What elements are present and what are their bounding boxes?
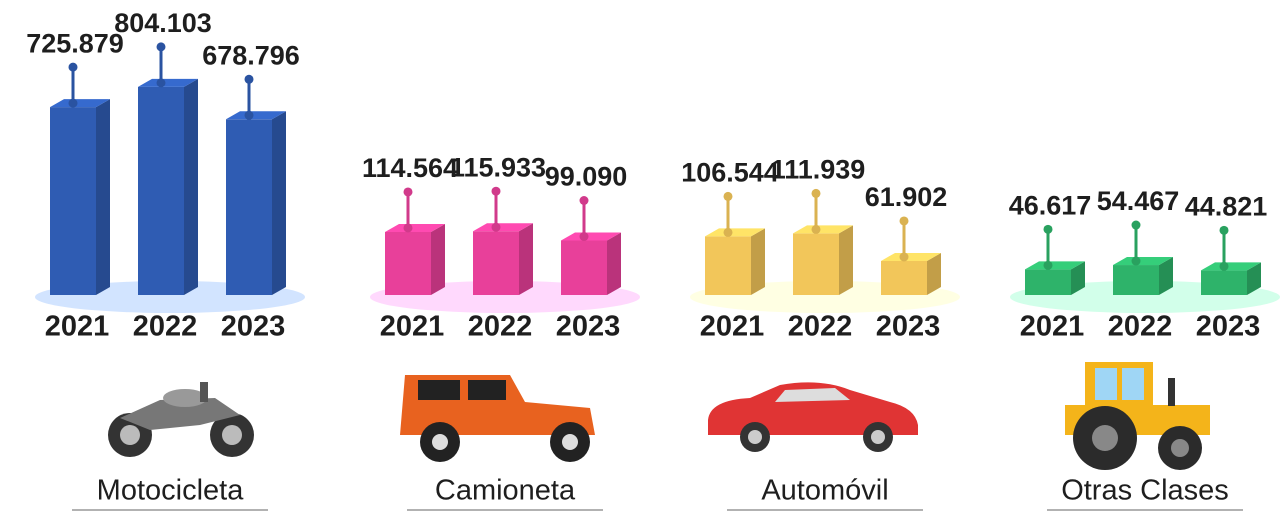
bar-side [1247,262,1261,295]
pin-dot [723,227,733,237]
bar-side [519,223,533,295]
bar-top [793,225,853,234]
bar-side [431,223,445,295]
pin-dot [491,222,501,232]
bar-top [1113,257,1173,266]
bar [50,107,96,296]
value-label: 46.617 [1009,190,1092,220]
bar-top [473,223,533,232]
bar-side [1071,261,1085,295]
value-label: 115.933 [450,152,546,182]
bar [226,119,272,296]
pin-dot [156,78,166,88]
x-tick-label: 2023 [556,311,621,343]
bar-top [50,99,110,108]
bar-top [138,78,198,87]
pin-dot [68,62,78,72]
motorcycle-icon [108,382,254,457]
bar-side [607,232,621,295]
pin-dot [403,223,413,233]
x-tick-label: 2023 [876,311,941,343]
x-tick-label: 2021 [380,311,445,343]
bar-top [881,252,941,261]
value-label: 99.090 [545,162,628,192]
pin-dot [1219,261,1229,271]
bar-side [927,252,941,295]
value-label: 106.544 [681,158,779,188]
value-label: 54.467 [1097,186,1180,216]
bar-top [385,223,445,232]
pin-dot [491,186,501,196]
bar [385,231,431,295]
category-title: Camioneta [435,475,576,507]
category-title: Automóvil [761,475,888,507]
pin-dot [899,216,909,226]
bar [561,240,607,295]
bar-side [839,225,853,295]
pin-dot [244,74,254,84]
car-icon [708,382,918,452]
pin-dot [811,188,821,198]
value-label: 725.879 [26,28,124,58]
bar [1025,269,1071,295]
x-tick-label: 2021 [1020,311,1085,343]
x-tick-label: 2022 [133,311,198,343]
x-tick-label: 2022 [788,311,853,343]
bar-side [184,78,198,295]
pin-dot [156,42,166,52]
bar [881,260,927,295]
x-tick-label: 2022 [1108,311,1173,343]
pin-dot [68,98,78,108]
value-label: 61.902 [865,182,948,212]
pin-dot [1131,220,1141,230]
bar-top [226,111,286,120]
value-label: 804.103 [114,8,212,38]
bar [1113,265,1159,295]
x-tick-label: 2023 [221,311,286,343]
bar-side [1159,257,1173,295]
pin-dot [899,252,909,262]
bar [473,231,519,295]
bar-side [272,111,286,296]
tractor-icon [1065,362,1210,470]
pin-dot [1043,260,1053,270]
bar-side [751,228,765,295]
pin-dot [723,191,733,201]
pin-dot [403,187,413,197]
category-title: Otras Clases [1061,475,1229,507]
value-label: 44.821 [1185,191,1268,221]
bar [138,86,184,295]
pin-dot [579,196,589,206]
bar-top [1201,262,1261,271]
x-tick-label: 2021 [700,311,765,343]
value-label: 114.564 [362,153,458,183]
bar [705,236,751,295]
bar-top [705,228,765,237]
bar [793,233,839,295]
pin-dot [811,224,821,234]
x-tick-label: 2022 [468,311,533,343]
bar [1201,270,1247,295]
pin-dot [244,110,254,120]
category-title: Motocicleta [97,475,245,507]
jeep-icon [400,375,595,462]
pin-dot [1219,225,1229,235]
pin-dot [1131,256,1141,266]
bar-top [1025,261,1085,270]
bar-side [96,99,110,296]
x-tick-label: 2021 [45,311,110,343]
pin-dot [1043,224,1053,234]
pin-dot [579,232,589,242]
value-label: 678.796 [202,40,300,70]
x-tick-label: 2023 [1196,311,1261,343]
value-label: 111.939 [771,155,866,185]
bar-top [561,232,621,241]
